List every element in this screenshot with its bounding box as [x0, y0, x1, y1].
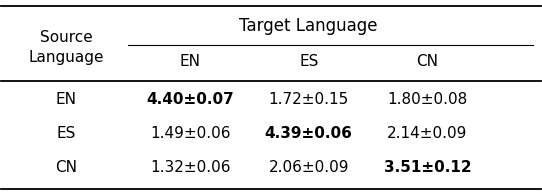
Text: 1.49±0.06: 1.49±0.06 [150, 126, 230, 141]
Text: 4.39±0.06: 4.39±0.06 [265, 126, 353, 141]
Text: Source
Language: Source Language [28, 30, 104, 65]
Text: ES: ES [299, 55, 319, 70]
Text: Target Language: Target Language [240, 17, 378, 35]
Text: 4.40±0.07: 4.40±0.07 [146, 92, 234, 107]
Text: CN: CN [416, 55, 438, 70]
Text: 3.51±0.12: 3.51±0.12 [384, 160, 471, 175]
Text: ES: ES [56, 126, 76, 141]
Text: 1.32±0.06: 1.32±0.06 [150, 160, 230, 175]
Text: 2.06±0.09: 2.06±0.09 [268, 160, 349, 175]
Text: 2.14±0.09: 2.14±0.09 [387, 126, 468, 141]
Text: EN: EN [179, 55, 201, 70]
Text: 1.72±0.15: 1.72±0.15 [269, 92, 349, 107]
Text: EN: EN [56, 92, 76, 107]
Text: 1.80±0.08: 1.80±0.08 [387, 92, 468, 107]
Text: CN: CN [55, 160, 77, 175]
